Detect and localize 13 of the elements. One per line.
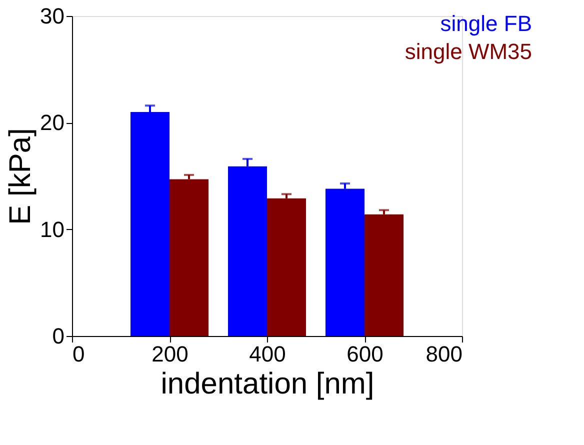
x-tick-label: 0 [72, 342, 85, 366]
text: single FB [440, 11, 532, 36]
text: single WM35 [404, 39, 532, 64]
y-axis-title: E [kPa] [4, 128, 38, 225]
x-tick-label: 200 [152, 342, 188, 366]
x-tick-label: 800 [426, 342, 462, 366]
y-tick-label: 10 [40, 216, 64, 242]
x-axis-title: indentation [nm] [160, 368, 374, 400]
y-tick-label: 20 [40, 110, 64, 136]
x-tick-label: 600 [346, 342, 384, 366]
x-tick-label: 400 [249, 342, 286, 366]
y-tick-label: 30 [40, 4, 64, 28]
y-tick-label: 0 [52, 324, 64, 348]
